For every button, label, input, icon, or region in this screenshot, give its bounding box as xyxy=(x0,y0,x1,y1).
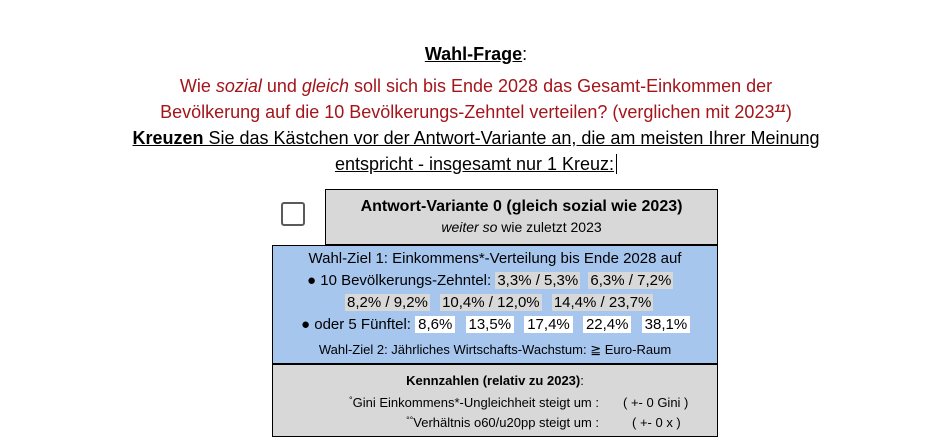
question-text: ) xyxy=(785,102,792,122)
variant-subtitle-emphasis: weiter so xyxy=(441,219,498,235)
deciles-row-2: 8,2% / 9,2% 10,4% / 12,0% 14,4% / 23,7% xyxy=(273,294,717,311)
question-text: Bevölkerung auf die 10 Bevölkerungs-Zehn… xyxy=(160,102,775,122)
indicators-title-text: Kennzahlen (relativ zu 2023) xyxy=(406,373,581,388)
ratio-value: ( +- 0 x ) xyxy=(632,415,681,430)
text-cursor xyxy=(616,154,618,174)
instruction-line-2: entspricht - insgesamt nur 1 Kreuz: xyxy=(0,154,952,175)
gini-label: °Gini Einkommens*-Ungleichheit steigt um… xyxy=(349,395,599,410)
ratio-label: °°Verhältnis o60/u20pp steigt um : xyxy=(406,415,599,430)
question-text: soll sich bis Ende 2028 das Gesamt-Einko… xyxy=(348,76,773,96)
quintile-value: 38,1% xyxy=(641,316,691,333)
instruction-keyword: Kreuzen xyxy=(132,128,204,148)
question-title: Wahl-Frage: xyxy=(0,44,952,65)
decile-value: 8,2% / 9,2% xyxy=(345,294,430,311)
indicators-box: Kennzahlen (relativ zu 2023): °Gini Eink… xyxy=(272,364,718,437)
quintile-value: 17,4% xyxy=(524,316,573,333)
footnote-mark: °° xyxy=(406,415,414,425)
quintile-value: 22,4% xyxy=(582,316,632,333)
instruction-line-1: Kreuzen Sie das Kästchen vor der Antwort… xyxy=(0,128,952,149)
decile-value: 14,4% / 23,7% xyxy=(551,294,654,311)
question-line-1: Wie sozial und gleich soll sich bis Ende… xyxy=(0,76,952,97)
answer-variant-0-checkbox[interactable] xyxy=(281,202,305,226)
indicators-title: Kennzahlen (relativ zu 2023): xyxy=(273,373,717,388)
footnote-ref[interactable]: 11 xyxy=(774,103,786,115)
ratio-label-text: Verhältnis o60/u20pp steigt um : xyxy=(413,415,599,430)
decile-value: 3,3% / 5,3% xyxy=(495,272,581,289)
variant-title: Antwort-Variante 0 (gleich sozial wie 20… xyxy=(360,198,683,215)
indicators-title-colon: : xyxy=(580,373,584,388)
gini-value: ( +- 0 Gini ) xyxy=(623,395,689,410)
deciles-label: ● 10 Bevölkerungs-Zehntel: xyxy=(307,272,492,289)
quintiles-label: ● oder 5 Fünftel: xyxy=(301,316,411,333)
deciles-row-1: ● 10 Bevölkerungs-Zehntel: 3,3% / 5,3% 6… xyxy=(273,272,717,289)
answer-variant-0-box: Antwort-Variante 0 (gleich sozial wie 20… xyxy=(325,189,718,245)
question-emphasis-gleich: gleich xyxy=(301,76,349,96)
variant-subtitle-text: wie zuletzt 2023 xyxy=(497,219,602,235)
quintile-value: 13,5% xyxy=(465,316,515,333)
decile-value: 6,3% / 7,2% xyxy=(588,272,674,289)
gini-label-text: Gini Einkommens*-Ungleichheit steigt um … xyxy=(352,395,599,410)
goal-1-heading: Wahl-Ziel 1: Einkommens*-Verteilung bis … xyxy=(308,250,682,267)
question-line-2: Bevölkerung auf die 10 Bevölkerungs-Zehn… xyxy=(0,102,952,123)
quintile-value: 8,6% xyxy=(415,316,456,333)
question-text: Wie xyxy=(179,76,216,96)
quintiles-row: ● oder 5 Fünftel: 8,6% 13,5% 17,4% 22,4%… xyxy=(273,316,717,333)
footnote-mark: ° xyxy=(349,395,353,405)
instruction-text: entspricht - insgesamt nur 1 Kreuz: xyxy=(334,154,615,174)
goal-2-text: Wahl-Ziel 2: Jährliches Wirtschafts-Wach… xyxy=(318,342,672,357)
question-title-colon: : xyxy=(522,44,528,64)
variant-subtitle: weiter so wie zuletzt 2023 xyxy=(326,219,717,235)
goal-box: Wahl-Ziel 1: Einkommens*-Verteilung bis … xyxy=(272,245,718,364)
question-title-label: Wahl-Frage xyxy=(424,44,523,64)
question-text: und xyxy=(261,76,302,96)
question-emphasis-sozial: sozial xyxy=(215,76,262,96)
instruction-text: Sie das Kästchen vor der Antwort-Variant… xyxy=(203,128,820,148)
decile-value: 10,4% / 12,0% xyxy=(440,294,542,311)
